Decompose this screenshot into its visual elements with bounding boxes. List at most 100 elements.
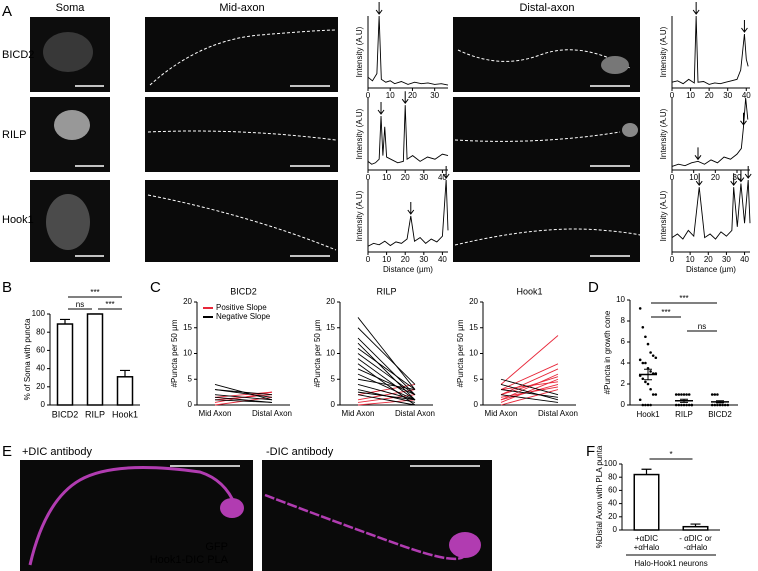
gfp-growth-cone xyxy=(449,532,481,558)
cell xyxy=(43,32,93,72)
y-axis-label: Intensity (A.U) xyxy=(659,26,668,77)
y-tick-label: 4 xyxy=(621,358,626,367)
y-tick-label: 20 xyxy=(608,512,617,521)
y-tick-label: 5 xyxy=(474,374,479,383)
chart-title: Hook1 xyxy=(516,286,542,296)
bar xyxy=(86,313,104,406)
condition-label: +DIC antibody xyxy=(22,446,93,458)
axon-trace xyxy=(454,131,621,142)
x-tick-label: 0 xyxy=(366,255,371,264)
x-tick-label: RILP xyxy=(85,409,105,419)
data-point xyxy=(641,403,645,407)
x-tick-label: 30 xyxy=(419,255,428,264)
y-axis-label: Intensity (A.U) xyxy=(659,190,668,241)
x-tick-label: 0 xyxy=(366,91,371,100)
gfp-growth-cone xyxy=(220,498,244,518)
legend-label: Negative Slope xyxy=(216,312,271,321)
bar xyxy=(116,376,134,406)
data-point xyxy=(682,403,686,407)
y-axis-label: Intensity (A.U) xyxy=(355,108,364,159)
data-point xyxy=(644,335,647,339)
slope-line xyxy=(500,335,559,385)
data-point xyxy=(638,358,642,362)
y-tick-label: 20 xyxy=(469,297,478,306)
data-point xyxy=(638,398,642,402)
panel-letter: A xyxy=(2,3,12,20)
data-point xyxy=(687,393,691,396)
x-tick-label: 20 xyxy=(401,255,410,264)
slope-line xyxy=(214,391,273,398)
peak-arrow xyxy=(375,2,383,15)
peak-arrow xyxy=(740,112,747,126)
x-tick-label: 0 xyxy=(670,91,675,100)
peak-arrow xyxy=(694,147,702,161)
panel-letter: F xyxy=(586,443,595,460)
x-tick-label: 10 xyxy=(382,255,391,264)
data-point xyxy=(677,393,681,396)
y-axis-label: #Puncta in growth cone xyxy=(603,310,612,394)
slope-line xyxy=(500,383,559,401)
data-point xyxy=(713,393,717,396)
y-tick-label: 40 xyxy=(36,364,45,373)
cell xyxy=(54,110,90,140)
y-tick-label: 20 xyxy=(183,297,192,306)
data-point xyxy=(680,403,683,407)
column-header: Distal-axon xyxy=(519,2,574,14)
data-point xyxy=(651,354,655,357)
y-tick-label: 100 xyxy=(604,459,618,468)
bar xyxy=(682,525,709,531)
data-point xyxy=(651,393,655,396)
x-tick-label: 10 xyxy=(382,173,391,182)
x-tick-label: 20 xyxy=(705,91,714,100)
y-tick-label: 100 xyxy=(32,309,46,318)
slope-line xyxy=(357,347,416,390)
x-tick-label: 20 xyxy=(401,173,410,182)
growth-cone xyxy=(601,56,629,74)
x-tick-label: 20 xyxy=(704,255,713,264)
slope-line xyxy=(357,317,416,390)
y-tick-label: 8 xyxy=(621,316,626,325)
data-point xyxy=(687,403,691,407)
x-tick-label: BICD2 xyxy=(708,410,732,419)
slope-line xyxy=(357,368,416,396)
data-point xyxy=(646,403,650,407)
data-point xyxy=(682,393,686,396)
y-tick-label: 10 xyxy=(183,349,192,358)
y-tick-label: 15 xyxy=(469,323,478,332)
image xyxy=(453,180,640,262)
slope-line xyxy=(357,337,416,396)
column-header: Mid-axon xyxy=(219,2,264,14)
data-point xyxy=(721,403,724,407)
panel-letter: B xyxy=(2,279,12,296)
chart-title: RILP xyxy=(376,286,396,296)
x-tick-label: 40 xyxy=(438,255,447,264)
y-axis-label: Intensity (A.U) xyxy=(659,108,668,159)
x-tick-label: Hook1 xyxy=(636,410,660,419)
y-tick-label: 0 xyxy=(621,400,626,409)
image xyxy=(453,97,640,172)
peak-arrow xyxy=(741,20,748,33)
image xyxy=(145,97,338,172)
y-tick-label: 60 xyxy=(36,346,45,355)
peak-arrow xyxy=(407,202,415,215)
y-axis-label: Intensity (A.U) xyxy=(355,26,364,77)
axon-trace xyxy=(147,130,337,141)
x-axis-label: Distance (µm) xyxy=(686,265,736,274)
y-tick-label: 0 xyxy=(331,400,336,409)
x-tick-label: 0 xyxy=(366,173,371,182)
x-tick-label: +αHalo xyxy=(634,543,660,552)
x-tick-label: 30 xyxy=(419,173,428,182)
y-tick-label: 10 xyxy=(616,295,625,304)
significance-label: *** xyxy=(105,300,114,309)
y-axis-label: #Puncta per 50 µm xyxy=(456,319,465,387)
x-tick-label: Mid Axon xyxy=(342,409,375,418)
gfp-axon xyxy=(264,493,467,561)
x-tick-label: RILP xyxy=(675,410,693,419)
x-tick-label: Distal Axon xyxy=(538,409,578,418)
y-tick-label: 0 xyxy=(613,525,618,534)
data-point xyxy=(646,382,650,386)
significance-label: ns xyxy=(76,300,84,309)
y-tick-label: 10 xyxy=(469,349,478,358)
slope-line xyxy=(357,358,416,401)
